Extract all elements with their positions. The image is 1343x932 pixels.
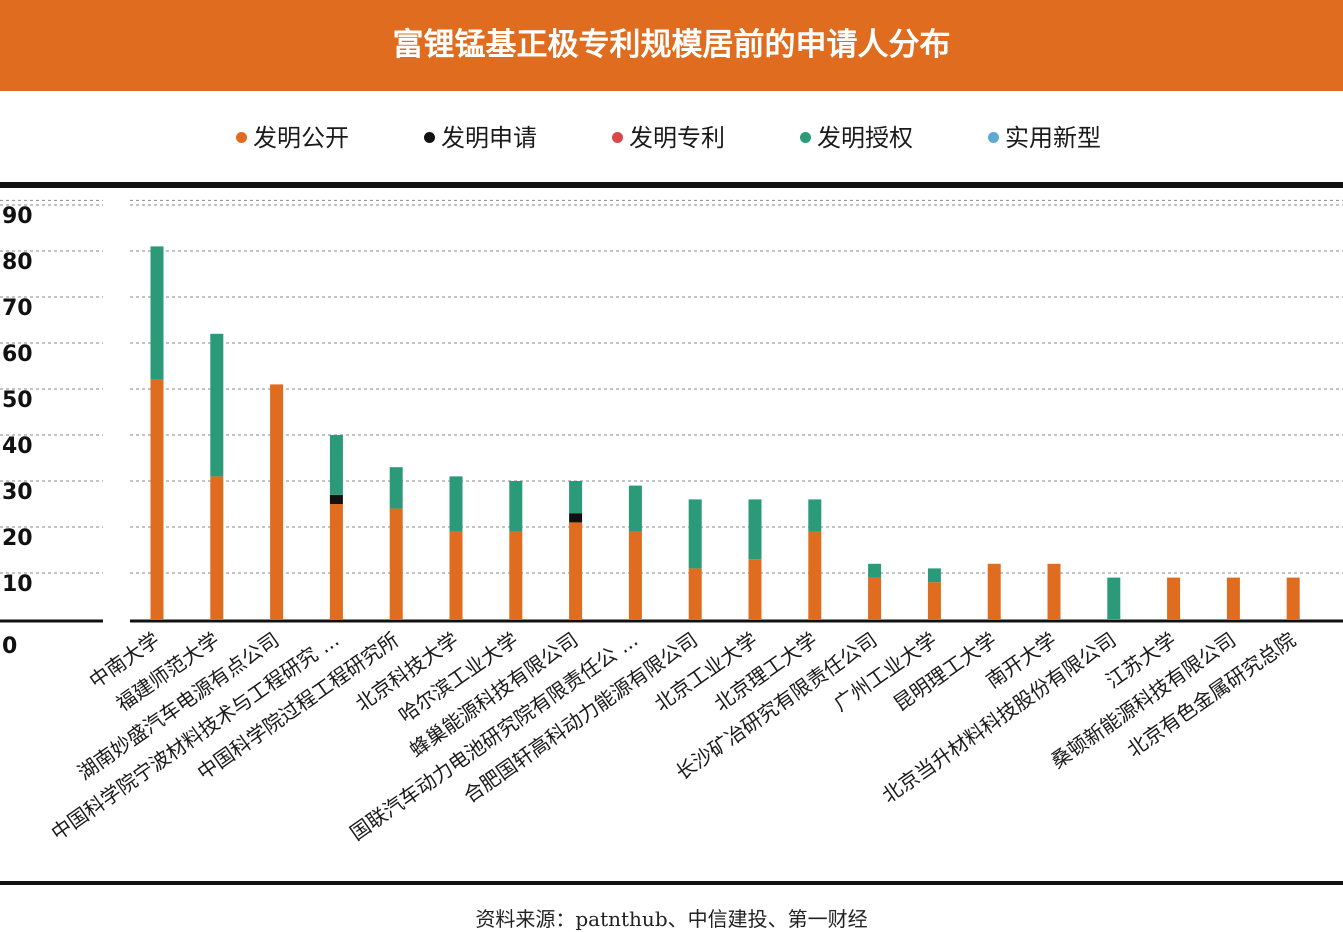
y-tick-label: 50 xyxy=(2,388,33,413)
y-tick-label: 10 xyxy=(2,572,33,597)
bar-segment xyxy=(569,481,583,514)
legend-label: 发明申请 xyxy=(441,124,537,152)
legend-dot xyxy=(612,131,623,143)
y-tick-label: 30 xyxy=(2,480,33,505)
bar-segment xyxy=(569,522,583,619)
legend-dot xyxy=(800,131,811,143)
y-tick-label: 40 xyxy=(2,434,33,459)
bar-segment xyxy=(389,467,403,509)
legend-dot xyxy=(236,131,247,143)
bar-segment xyxy=(688,568,702,619)
bar-segment xyxy=(329,494,343,504)
legend-label: 发明专利 xyxy=(629,124,725,152)
bar-segment xyxy=(927,582,941,619)
y-tick-label: 20 xyxy=(2,526,33,551)
legend-dot xyxy=(988,131,999,143)
legend-label: 发明公开 xyxy=(253,124,349,152)
bar-segment xyxy=(150,379,164,619)
bar-segment xyxy=(1167,577,1181,619)
y-tick-label: 70 xyxy=(2,296,33,321)
y-tick-label: 90 xyxy=(2,204,33,229)
bar-segment xyxy=(1047,563,1061,619)
bar-segment xyxy=(270,384,284,619)
bar-segment xyxy=(210,476,224,619)
bar-segment xyxy=(628,531,642,619)
bar-segment xyxy=(449,531,463,619)
bar-segment xyxy=(1226,577,1240,619)
bar-segment xyxy=(868,577,882,619)
chart-title: 富锂锰基正极专利规模居前的申请人分布 xyxy=(392,27,951,63)
bar-segment xyxy=(329,504,343,619)
y-tick-label: 80 xyxy=(2,250,33,275)
bar-segment xyxy=(688,499,702,569)
legend-label: 发明授权 xyxy=(817,124,913,152)
legend: 发明公开 发明申请 发明专利 发明授权 实用新型 xyxy=(0,118,1343,158)
source-note: 资料来源：patnthub、中信建投、第一财经 xyxy=(475,907,868,931)
y-tick-label: 60 xyxy=(2,342,33,367)
legend-item: 实用新型 xyxy=(988,118,1101,158)
bar-segment xyxy=(509,481,523,532)
bar-segment xyxy=(449,476,463,532)
bar-segment xyxy=(1286,577,1300,619)
bar-segment xyxy=(868,563,882,578)
bar-segment xyxy=(509,531,523,619)
bar-segment xyxy=(329,435,343,495)
title-bar xyxy=(0,0,1343,91)
bar-segment xyxy=(987,563,1001,619)
bar-segment xyxy=(748,499,762,560)
bar-segment xyxy=(748,559,762,619)
top-rule xyxy=(0,182,1343,188)
bottom-rule xyxy=(0,881,1343,885)
bar-segment xyxy=(389,508,403,619)
y-tick-label: 0 xyxy=(2,634,17,659)
legend-item: 发明授权 xyxy=(800,118,913,158)
bar-segment xyxy=(569,513,583,523)
bar-chart: 0102030405060708090中南大学福建师范大学湖南妙盛汽车电源有点公… xyxy=(0,199,1343,845)
legend-item: 发明申请 xyxy=(424,118,537,158)
legend-item: 发明专利 xyxy=(612,118,725,158)
bar-segment xyxy=(808,499,822,532)
bar-segment xyxy=(927,568,941,583)
bar-segment xyxy=(1107,577,1121,619)
bar-segment xyxy=(808,531,822,619)
legend-item: 发明公开 xyxy=(236,118,349,158)
legend-label: 实用新型 xyxy=(1005,124,1101,152)
bar-segment xyxy=(628,485,642,532)
legend-dot xyxy=(424,131,435,143)
bar-segment xyxy=(210,333,224,477)
bar-segment xyxy=(150,246,164,380)
